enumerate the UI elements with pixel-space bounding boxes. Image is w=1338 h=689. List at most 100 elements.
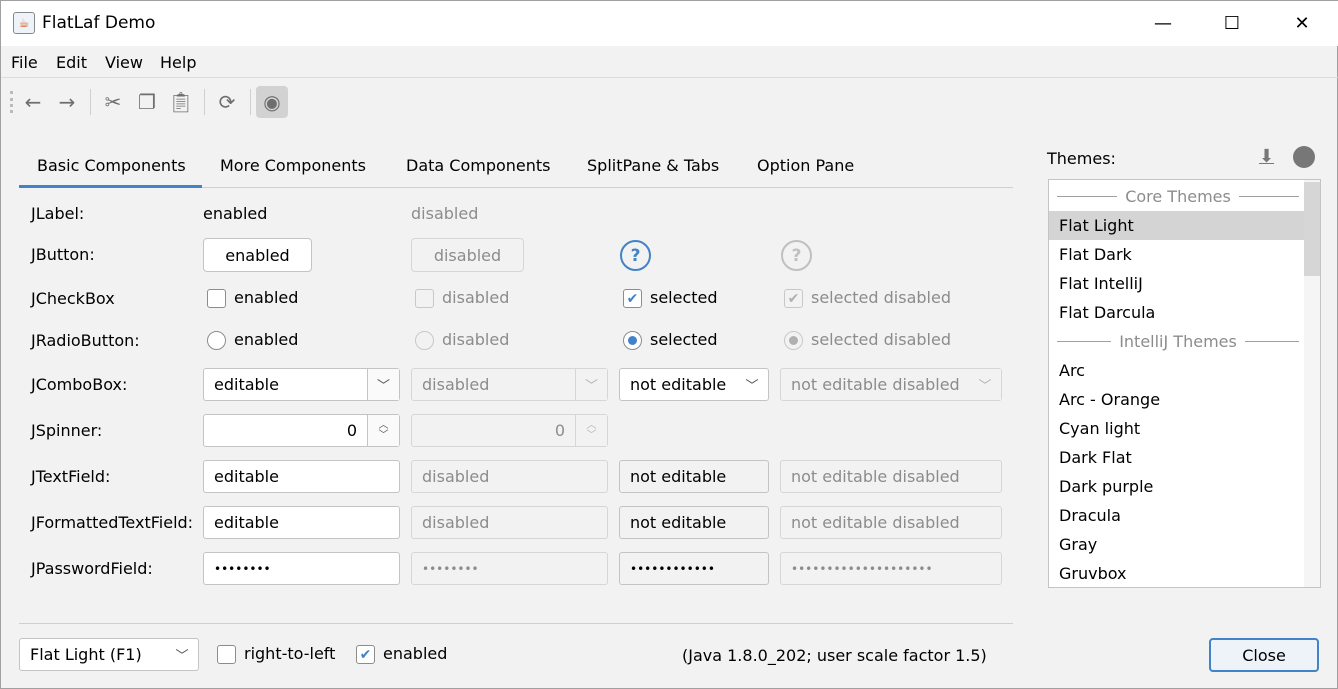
checkbox-unchecked[interactable] — [207, 289, 226, 308]
password-not-editable-disabled[interactable]: •••••••••••••••••••• — [780, 552, 1002, 585]
textfield-editable[interactable]: editable — [203, 460, 400, 493]
eye-icon[interactable]: ◉ — [256, 86, 288, 118]
paste-icon[interactable]: 📋︎ — [168, 90, 194, 114]
theme-item[interactable]: Gruvbox — [1059, 564, 1127, 583]
combo-not-editable[interactable]: not editable ﹀ — [619, 368, 769, 401]
formatted-disabled[interactable]: disabled — [411, 506, 608, 539]
spinner-arrows-icon[interactable]: ︿ ﹀ — [367, 415, 399, 446]
menu-file[interactable]: File — [11, 53, 38, 72]
java-info: (Java 1.8.0_202; user scale factor 1.5) — [682, 646, 987, 665]
button-enabled[interactable]: enabled — [203, 238, 312, 272]
textfield-not-editable-disabled[interactable]: not editable disabled — [780, 460, 1002, 493]
divider — [1057, 341, 1112, 342]
tab-more-components[interactable]: More Components — [220, 156, 366, 175]
spinner-enabled[interactable]: 0 ︿ ﹀ — [203, 414, 400, 447]
chevron-down-icon[interactable]: ﹀ — [745, 379, 759, 394]
refresh-icon[interactable]: ⟳ — [218, 90, 236, 114]
theme-item[interactable]: Cyan light — [1059, 419, 1141, 438]
scrollbar-thumb[interactable] — [1304, 182, 1320, 276]
back-icon[interactable]: ← — [24, 90, 42, 114]
row-label: JPasswordField: — [31, 559, 153, 578]
formatted-not-editable[interactable]: not editable — [619, 506, 769, 539]
theme-item[interactable]: Dark Flat — [1059, 448, 1132, 467]
theme-item[interactable]: Dark purple — [1059, 477, 1154, 496]
group-title: IntelliJ Themes — [1119, 332, 1237, 351]
radio-circle[interactable] — [415, 331, 434, 350]
chevron-down-icon[interactable]: ﹀ — [367, 369, 399, 400]
theme-item[interactable]: Dracula — [1059, 506, 1121, 525]
radio-circle[interactable] — [784, 331, 803, 350]
formatted-editable[interactable]: editable — [203, 506, 400, 539]
radio-selected-disabled[interactable]: selected disabled — [784, 330, 951, 350]
theme-item[interactable]: Flat Light — [1049, 211, 1305, 240]
scrollbar[interactable] — [1304, 180, 1320, 587]
theme-item[interactable]: Flat IntelliJ — [1059, 274, 1143, 293]
password-disabled[interactable]: •••••••• — [411, 552, 608, 585]
radio-selected[interactable]: selected — [623, 330, 718, 350]
cut-icon[interactable]: ✂ — [104, 90, 122, 114]
theme-item[interactable]: Flat Dark — [1059, 245, 1132, 264]
toolbar-separator — [90, 89, 91, 115]
rtl-checkbox[interactable]: right-to-left — [217, 644, 335, 664]
spinner-arrows-icon[interactable]: ︿ ﹀ — [575, 415, 607, 446]
menu-view[interactable]: View — [105, 53, 143, 72]
theme-combo[interactable]: Flat Light (F1) ﹀ — [19, 638, 199, 671]
formatted-not-editable-disabled[interactable]: not editable disabled — [780, 506, 1002, 539]
radio-circle[interactable] — [623, 331, 642, 350]
close-window-button[interactable]: ✕ — [1294, 13, 1310, 34]
checkbox-enabled[interactable]: enabled — [207, 288, 298, 308]
minimize-button[interactable]: — — [1154, 13, 1172, 34]
tab-data-components[interactable]: Data Components — [406, 156, 551, 175]
password-editable[interactable]: •••••••• — [203, 552, 400, 585]
help-button-disabled[interactable]: ? — [781, 240, 812, 271]
spinner-disabled[interactable]: 0 ︿ ﹀ — [411, 414, 608, 447]
checkbox-selected-disabled[interactable]: ✔ selected disabled — [784, 288, 951, 308]
theme-item[interactable]: Arc — [1059, 361, 1085, 380]
checkbox-unchecked[interactable] — [415, 289, 434, 308]
checkmark-icon[interactable]: ✔ — [784, 289, 803, 308]
toolbar-grip[interactable] — [10, 91, 13, 113]
theme-group-header: Core Themes — [1057, 182, 1300, 211]
checkbox-disabled[interactable]: disabled — [415, 288, 509, 308]
tab-splitpane-tabs[interactable]: SplitPane & Tabs — [587, 156, 720, 175]
password-not-editable[interactable]: •••••••••••• — [619, 552, 769, 585]
group-title: Core Themes — [1125, 187, 1231, 206]
radio-enabled[interactable]: enabled — [207, 330, 298, 350]
textfield-disabled[interactable]: disabled — [411, 460, 608, 493]
tab-option-pane[interactable]: Option Pane — [757, 156, 855, 175]
themes-label: Themes: — [1047, 149, 1116, 168]
row-label: JTextField: — [31, 467, 111, 486]
toolbar-separator — [250, 89, 251, 115]
theme-group-header: IntelliJ Themes — [1057, 327, 1300, 356]
radio-circle[interactable] — [207, 331, 226, 350]
copy-icon[interactable]: ❐ — [138, 90, 156, 114]
checkbox-selected[interactable]: ✔ selected — [623, 288, 718, 308]
checkbox-unchecked[interactable] — [217, 645, 236, 664]
github-icon[interactable] — [1293, 146, 1315, 168]
button-disabled[interactable]: disabled — [411, 238, 524, 272]
enabled-checkbox[interactable]: ✔ enabled — [356, 644, 447, 664]
menu-edit[interactable]: Edit — [56, 53, 87, 72]
combo-not-editable-disabled[interactable]: not editable disabled ﹀ — [780, 368, 1002, 401]
theme-item[interactable]: Flat Darcula — [1059, 303, 1156, 322]
download-icon[interactable]: ⬇ — [1259, 146, 1275, 167]
checkmark-icon[interactable]: ✔ — [356, 645, 375, 664]
close-button[interactable]: Close — [1209, 638, 1319, 672]
combo-disabled[interactable]: disabled ﹀ — [411, 368, 608, 401]
maximize-button[interactable]: ☐ — [1223, 13, 1241, 34]
textfield-not-editable[interactable]: not editable — [619, 460, 769, 493]
menu-help[interactable]: Help — [160, 53, 197, 72]
checkmark-icon[interactable]: ✔ — [623, 289, 642, 308]
combo-editable[interactable]: editable ﹀ — [203, 368, 400, 401]
chevron-down-icon[interactable]: ﹀ — [175, 649, 189, 664]
chevron-down-icon[interactable]: ﹀ — [575, 369, 607, 400]
tab-basic-components[interactable]: Basic Components — [37, 156, 186, 175]
combo-value: not editable disabled — [791, 375, 960, 394]
chevron-down-icon[interactable]: ﹀ — [969, 369, 1001, 400]
forward-icon[interactable]: → — [58, 90, 76, 114]
themes-list[interactable]: Core Themes Flat Light Flat Dark Flat Intel… — [1048, 179, 1321, 588]
radio-disabled[interactable]: disabled — [415, 330, 509, 350]
theme-item[interactable]: Gray — [1059, 535, 1098, 554]
theme-item[interactable]: Arc - Orange — [1059, 390, 1161, 409]
help-button[interactable]: ? — [620, 240, 651, 271]
